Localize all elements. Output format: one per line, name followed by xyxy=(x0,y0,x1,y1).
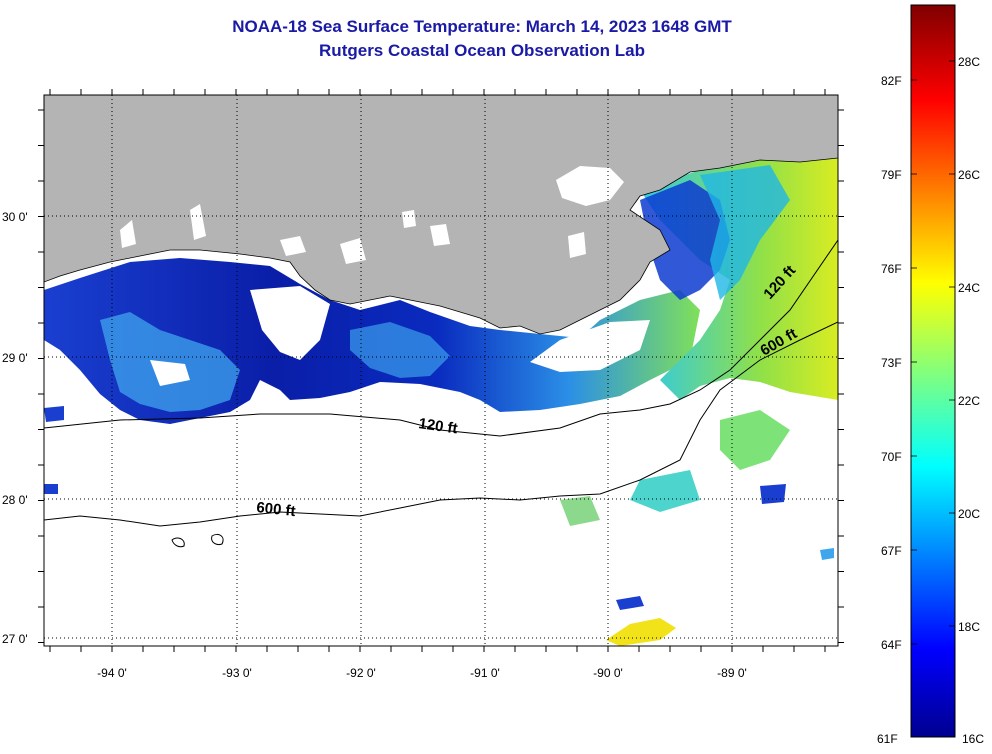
cb-f-76: 76F xyxy=(881,262,902,276)
cb-c-18: 18C xyxy=(958,620,980,634)
sst-east-blue xyxy=(640,180,730,300)
cb-f-61: 61F xyxy=(877,732,898,746)
ticks xyxy=(38,89,844,652)
sst-east-cyan xyxy=(700,165,790,300)
cb-f-82: 82F xyxy=(881,74,902,88)
sst-patch-7 xyxy=(820,548,834,560)
lon-label-94: -94 0' xyxy=(97,666,127,680)
lake-sabine xyxy=(190,204,206,240)
map-title: NOAA-18 Sea Surface Temperature: March 1… xyxy=(232,17,732,36)
cb-f-70: 70F xyxy=(881,450,902,464)
sst-patch-8 xyxy=(44,406,64,422)
lon-label-92: -92 0' xyxy=(346,666,376,680)
cloud-gap-3 xyxy=(150,360,190,386)
map-plot-area xyxy=(44,95,838,646)
cb-c-26: 26C xyxy=(958,168,980,182)
sst-patch-4 xyxy=(560,496,600,526)
bay-vermilion xyxy=(402,210,416,228)
cb-c-22: 22C xyxy=(958,394,980,408)
sst-streaks-mid xyxy=(350,322,450,378)
gridlines xyxy=(44,95,838,646)
cloud-gap-1 xyxy=(250,286,330,360)
lat-label-30: 30 0' xyxy=(2,210,28,224)
sst-patch-1 xyxy=(720,410,790,470)
map-subtitle: Rutgers Coastal Ocean Observation Lab xyxy=(319,41,645,60)
cb-f-67: 67F xyxy=(881,544,902,558)
bay-barataria xyxy=(568,232,586,258)
lon-label-89: -89 0' xyxy=(717,666,747,680)
contour-600ft-island xyxy=(171,537,185,548)
lon-label-90: -90 0' xyxy=(593,666,623,680)
land-louisiana-texas xyxy=(44,95,838,335)
lake-pontchartrain xyxy=(556,166,624,206)
cb-c-28: 28C xyxy=(958,55,980,69)
sst-patch-2 xyxy=(630,470,700,512)
contour-label-120-west: 120 ft xyxy=(417,415,458,437)
sst-streaks-west xyxy=(100,312,240,412)
cb-f-64: 64F xyxy=(881,638,902,652)
lake-grand xyxy=(280,236,306,256)
cb-c-24: 24C xyxy=(958,281,980,295)
sst-patch-6 xyxy=(616,596,644,610)
lake-white xyxy=(340,238,366,264)
cb-f-79: 79F xyxy=(881,168,902,182)
lat-label-27: 27 0' xyxy=(2,632,28,646)
cloud-gap-2 xyxy=(530,320,650,372)
cb-c-16: 16C xyxy=(962,732,984,746)
colorbar: 82F 79F 76F 73F 70F 67F 64F 61F 28C 26C … xyxy=(877,4,984,746)
lon-label-91: -91 0' xyxy=(470,666,500,680)
cb-c-20: 20C xyxy=(958,507,980,521)
sst-patch-3 xyxy=(760,484,786,504)
lake-calcasieu xyxy=(120,220,136,248)
lon-label-93: -93 0' xyxy=(222,666,252,680)
cb-f-73: 73F xyxy=(881,356,902,370)
sst-patch-9 xyxy=(44,484,58,494)
plot-border xyxy=(43,94,839,647)
bay-atchafalaya xyxy=(430,224,450,246)
lat-label-28: 28 0' xyxy=(2,493,28,507)
sst-patch-5 xyxy=(606,618,676,646)
contour-120ft xyxy=(44,239,838,437)
colorbar-gradient xyxy=(910,4,956,738)
lat-label-29: 29 0' xyxy=(2,351,28,365)
contour-label-600-west: 600 ft xyxy=(256,499,297,520)
contour-600ft-island-2 xyxy=(211,533,224,545)
